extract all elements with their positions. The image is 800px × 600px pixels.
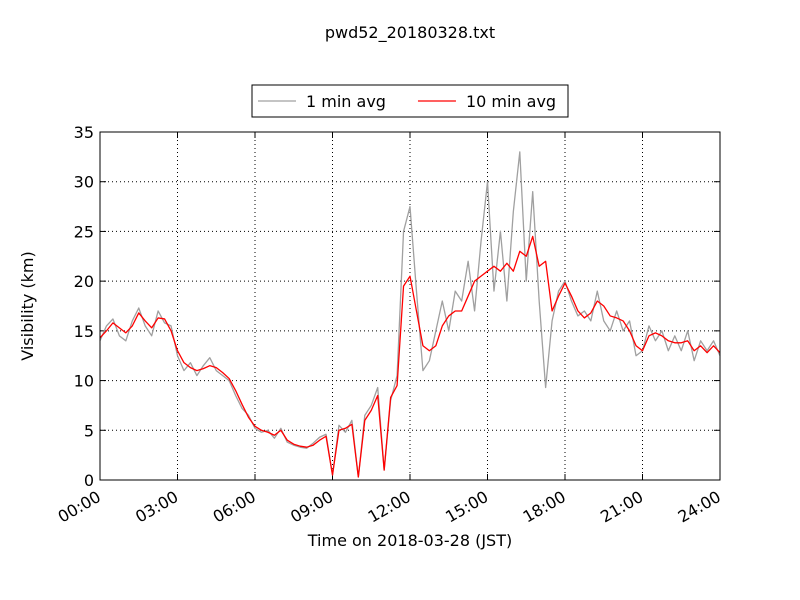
x-tick-label: 24:00 [675,487,724,527]
chart-title: pwd52_20180328.txt [325,23,495,43]
y-tick-label: 10 [74,372,94,391]
y-tick-label: 20 [74,272,94,291]
legend-label: 10 min avg [466,92,556,111]
x-tick-label: 21:00 [597,487,646,527]
x-tick-label: 00:00 [55,487,104,527]
plot-frame [99,131,721,481]
y-tick-label: 5 [84,421,94,440]
y-tick-label: 30 [74,173,94,192]
y-tick-label: 15 [74,322,94,341]
x-tick-label: 12:00 [365,487,414,527]
legend-label: 1 min avg [306,92,386,111]
x-axis-label: Time on 2018-03-28 (JST) [307,531,512,550]
x-tick-label: 09:00 [287,487,336,527]
x-tick-label: 06:00 [210,487,259,527]
y-tick-label: 25 [74,222,94,241]
y-tick-label: 35 [74,123,94,142]
x-tick-label: 03:00 [132,487,181,527]
x-tick-label: 15:00 [442,487,491,527]
series-line [99,235,721,478]
x-tick-label: 18:00 [520,487,569,527]
y-axis-label: Visibility (km) [18,251,37,360]
legend-box [251,84,569,118]
series-line [99,151,721,478]
y-tick-label: 0 [84,471,94,490]
